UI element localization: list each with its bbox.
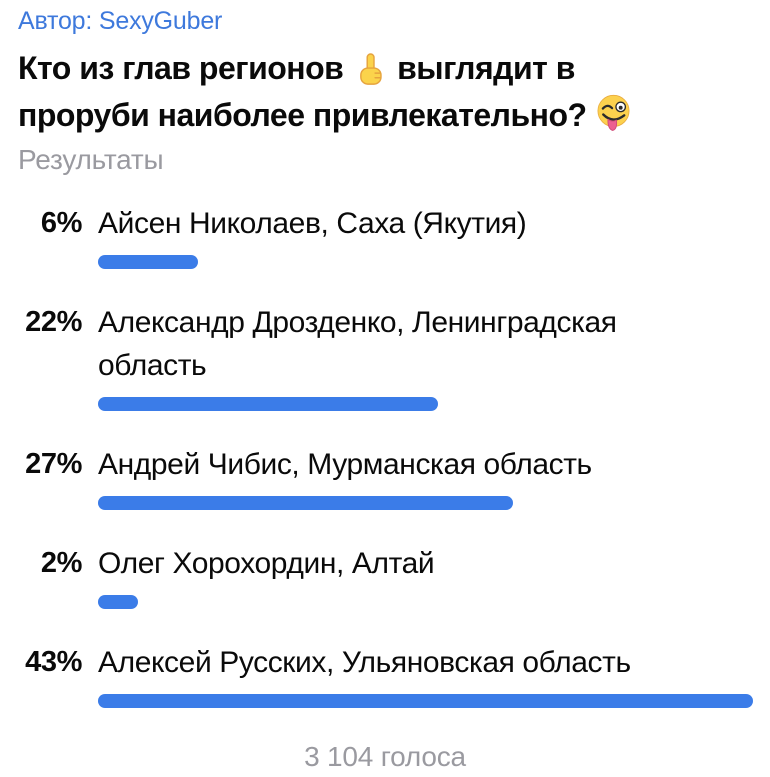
option-text: Алексей Русских, Ульяновская область <box>98 646 631 679</box>
poll-option: 43% Алексей Русских, Ульяновская область <box>18 641 753 708</box>
result-bar <box>98 694 753 708</box>
question-text-part1: Кто из глав регионов <box>18 50 344 86</box>
option-text: Айсен Николаев, Саха (Якутия) <box>98 207 527 240</box>
results-label: Результаты <box>18 144 164 175</box>
poll-option: 2% Олег Хорохордин, Алтай <box>18 542 752 609</box>
winking-tongue-emoji <box>597 94 630 131</box>
poll-option: 27% Андрей Чибис, Мурманская область <box>18 443 752 510</box>
question-text-part3: проруби наиболее привлекательно? <box>18 97 587 133</box>
result-bar <box>98 255 198 269</box>
poll-option: 6% Айсен Николаев, Саха (Якутия) <box>18 202 752 269</box>
percent-label: 43% <box>25 646 82 678</box>
question-text-part2: выглядит в <box>397 50 575 86</box>
percent-label: 27% <box>25 448 82 480</box>
option-text: Олег Хорохордин, Алтай <box>98 547 435 580</box>
poll-question: Кто из глав регионов выглядит в проруби … <box>18 45 752 139</box>
option-text: Александр Дрозденко, Ленинградская облас… <box>98 306 617 382</box>
votes-count: 3 104 голоса <box>304 741 466 772</box>
author-name-link[interactable]: SexyGuber <box>98 7 223 35</box>
result-bar <box>98 397 438 411</box>
author-label: Автор: <box>18 7 93 35</box>
percent-label: 2% <box>40 547 83 579</box>
percent-label: 22% <box>25 306 82 338</box>
pointing-up-emoji <box>359 53 382 85</box>
percent-label: 6% <box>40 207 83 239</box>
result-bar <box>98 595 138 609</box>
result-bar <box>98 496 513 510</box>
poll-options-list: 6% Айсен Николаев, Саха (Якутия) 22% Але… <box>18 202 753 708</box>
author-line: Автор: SexyGuber <box>18 6 752 36</box>
option-text: Андрей Чибис, Мурманская область <box>98 448 592 481</box>
poll-option: 22% Александр Дрозденко, Ленинградская о… <box>18 301 752 411</box>
